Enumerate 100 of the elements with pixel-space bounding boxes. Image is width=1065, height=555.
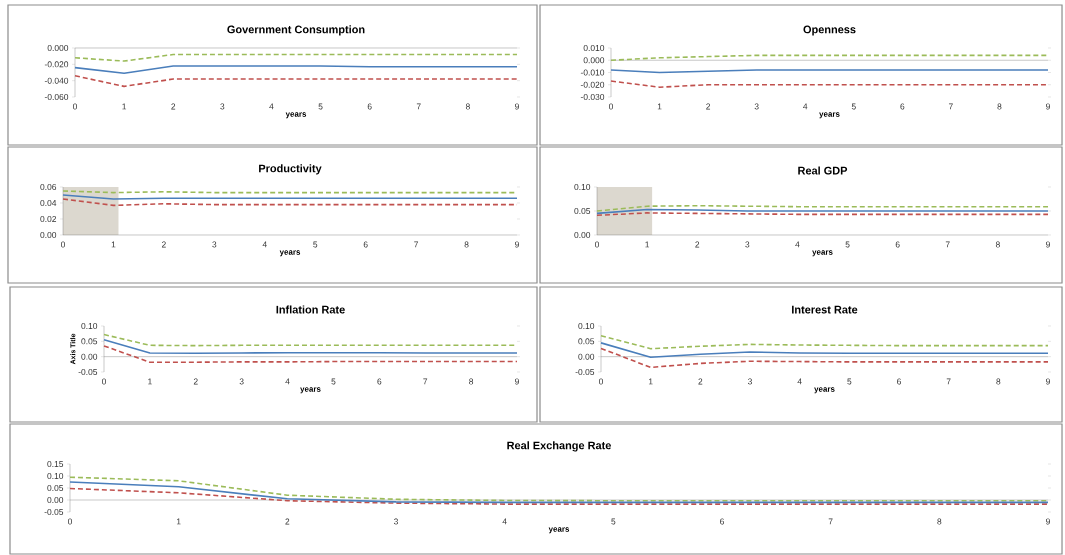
x-tick-label: 3 (745, 241, 750, 248)
x-tick-label: 1 (645, 241, 650, 248)
x-tick-label: 2 (193, 378, 198, 385)
x-tick-label: 7 (828, 518, 833, 525)
x-tick-label: 7 (948, 103, 953, 110)
y-tick-label: 0.10 (81, 323, 98, 329)
x-tick-label: 2 (171, 103, 176, 110)
x-tick-label: 4 (795, 241, 800, 248)
chart-title: Government Consumption (227, 25, 365, 36)
y-tick-label: -0.05 (78, 369, 98, 375)
x-tick-label: 8 (937, 518, 942, 525)
y-tick-label: 0.05 (47, 485, 64, 491)
x-tick-label: 5 (611, 518, 616, 525)
x-tick-label: 8 (464, 241, 469, 248)
x-tick-label: 9 (1046, 241, 1050, 248)
x-tick-label: 6 (895, 241, 900, 248)
x-tick-label: 5 (851, 103, 856, 110)
y-tick-label: 0.00 (81, 353, 98, 360)
x-tick-label: 8 (997, 103, 1002, 110)
y-tick-label: 0.05 (81, 338, 98, 345)
chart-title: Real Exchange Rate (507, 441, 611, 452)
x-tick-label: 5 (313, 241, 318, 248)
x-tick-label: 3 (212, 241, 217, 248)
x-tick-label: 8 (469, 378, 474, 385)
x-tick-label: 7 (416, 103, 421, 110)
x-tick-label: 9 (515, 241, 519, 248)
x-tick-label: 6 (377, 378, 382, 385)
y-tick-label: 0.00 (574, 232, 591, 238)
x-tick-label: 8 (995, 241, 1000, 248)
x-tick-label: 7 (946, 378, 951, 385)
x-tick-label: 4 (262, 241, 267, 248)
x-tick-label: 2 (161, 241, 166, 248)
x-tick-label: 1 (657, 103, 662, 110)
x-tick-label: 8 (465, 103, 470, 110)
x-tick-label: 3 (393, 518, 398, 525)
x-tick-label: 5 (318, 103, 323, 110)
chart-title: Real GDP (798, 166, 848, 175)
x-tick-label: 9 (1046, 518, 1050, 525)
y-tick-label: -0.05 (44, 509, 64, 515)
chart-title: Productivity (259, 164, 322, 175)
x-tick-label: 4 (285, 378, 290, 385)
y-tick-label: 0.00 (40, 232, 57, 238)
y-tick-label: -0.05 (575, 369, 595, 375)
x-tick-label: 3 (220, 103, 225, 110)
x-tick-label: 1 (176, 518, 181, 525)
x-tick-label: 5 (845, 241, 850, 248)
x-tick-label: 1 (148, 378, 152, 385)
y-tick-label: 0.06 (40, 184, 57, 190)
x-tick-label: 3 (239, 378, 244, 385)
y-tick-label: -0.040 (44, 77, 69, 84)
y-tick-label: 0.04 (40, 200, 57, 206)
x-tick-label: 9 (515, 103, 519, 110)
x-tick-label: 0 (598, 378, 604, 385)
x-tick-label: 7 (423, 378, 428, 385)
y-tick-label: 0.05 (574, 208, 591, 214)
x-tick-label: 6 (897, 378, 901, 385)
y-tick-label: 0.000 (583, 57, 605, 64)
y-tick-label: -0.060 (44, 94, 69, 100)
x-tick-label: 3 (747, 378, 752, 385)
y-tick-label: 0.000 (47, 45, 69, 51)
y-tick-label: 0.15 (47, 461, 64, 467)
chart-title: Openness (803, 25, 856, 36)
x-tick-label: 6 (900, 103, 905, 110)
y-tick-label: 0.00 (578, 353, 595, 360)
x-tick-label: 4 (797, 378, 802, 385)
x-tick-label: 9 (515, 378, 519, 385)
y-tick-label: 0.05 (578, 338, 595, 345)
x-tick-label: 9 (1046, 378, 1050, 385)
x-tick-label: 3 (754, 103, 759, 110)
x-tick-label: 2 (695, 241, 700, 248)
chart-title: Interest Rate (792, 305, 858, 314)
y-tick-label: 0.02 (40, 216, 57, 222)
x-tick-label: 2 (698, 378, 703, 385)
x-tick-label: 1 (122, 103, 127, 110)
x-tick-label: 0 (72, 103, 78, 110)
x-tick-label: 4 (803, 103, 808, 110)
x-tick-label: 0 (101, 378, 107, 385)
x-tick-label: 8 (996, 378, 1001, 385)
y-tick-label: -0.010 (580, 69, 605, 76)
x-tick-label: 1 (111, 241, 116, 248)
y-tick-label: -0.020 (580, 81, 605, 88)
x-tick-label: 2 (285, 518, 290, 525)
y-tick-label: 0.10 (47, 473, 64, 479)
y-tick-label: 0.00 (47, 497, 64, 503)
x-tick-label: 5 (847, 378, 852, 385)
x-tick-label: 6 (363, 241, 368, 248)
x-tick-label: 0 (60, 241, 66, 248)
x-tick-label: 6 (720, 518, 724, 525)
x-tick-label: 4 (502, 518, 507, 525)
x-tick-label: 0 (67, 518, 73, 525)
x-tick-label: 0 (594, 241, 600, 248)
x-tick-label: 1 (648, 378, 653, 385)
chart-title: Inflation Rate (276, 305, 345, 314)
x-tick-label: 6 (367, 103, 372, 110)
y-tick-label: -0.030 (580, 94, 605, 100)
x-tick-label: 7 (414, 241, 419, 248)
x-tick-label: 5 (331, 378, 336, 385)
x-tick-label: 0 (608, 103, 614, 110)
y-tick-label: -0.020 (44, 61, 69, 68)
y-tick-label: 0.010 (583, 45, 605, 51)
